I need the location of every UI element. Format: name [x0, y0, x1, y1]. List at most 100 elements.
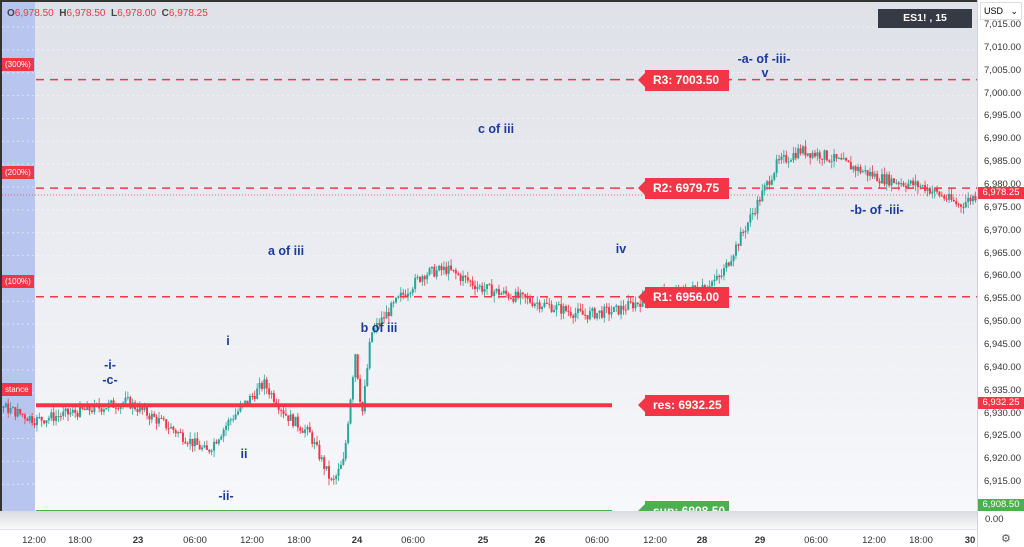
candle-body [313, 441, 316, 444]
wave-label[interactable]: -ii- [218, 489, 234, 503]
candle-body [531, 302, 534, 306]
candle-body [371, 332, 374, 342]
wave-label[interactable]: -a- of -iii- [737, 52, 791, 66]
candle-body [246, 400, 249, 404]
time-tick: 12:00 [240, 535, 264, 546]
candle-body [854, 166, 857, 171]
candle-body [859, 166, 862, 173]
candle-body [263, 379, 266, 389]
level-label[interactable]: sup: 6908.50 [638, 501, 729, 511]
level-label[interactable]: res: 6932.25 [638, 395, 729, 417]
candle-body [414, 277, 417, 290]
currency-select[interactable]: USD ⌄ [980, 2, 1022, 20]
candle-body [47, 418, 50, 421]
candle-body [93, 403, 96, 412]
time-tick: 12:00 [22, 535, 46, 546]
level-label[interactable]: R3: 7003.50 [638, 69, 729, 91]
candle-body [26, 418, 29, 421]
candle-body [588, 310, 591, 320]
candle-body [500, 293, 503, 295]
candle-body [849, 162, 852, 170]
candle-body [375, 322, 378, 328]
candle-body [823, 150, 826, 160]
candle-body [392, 302, 395, 304]
time-axis[interactable]: 12:00 18:00 23 06:00 12:00 18:00 24 06:00 25 26 06… [0, 529, 977, 547]
candle-body [469, 280, 472, 282]
wave-label[interactable]: v [761, 66, 769, 80]
candle-body [366, 368, 369, 386]
candle-body [512, 298, 515, 302]
candle-body [562, 306, 565, 314]
chart-pane[interactable]: O6,978.50 H6,978.50 L6,978.00 C6,978.25 … [0, 0, 977, 511]
candle-body [971, 195, 974, 202]
wave-label[interactable]: b of iii [360, 321, 398, 335]
candle-body [600, 310, 603, 318]
candle-body [260, 382, 263, 389]
candle-body [160, 418, 163, 420]
level-tag: (300%) [2, 57, 34, 71]
candle-body [857, 166, 860, 171]
wave-label[interactable]: iv [615, 242, 627, 256]
price-tick: 7,005.00 [984, 64, 1021, 76]
candle-body [150, 413, 153, 420]
candle-body [816, 152, 819, 157]
candle-body [57, 416, 60, 418]
wave-label[interactable]: ii [240, 447, 248, 461]
candle-body [304, 429, 307, 433]
level-label[interactable]: R2: 6979.75 [638, 178, 729, 200]
candle-body [256, 388, 259, 399]
price-axis[interactable]: 7,015.00 7,010.00 7,005.00 7,000.00 6,995.00… [977, 0, 1024, 547]
candle-body [780, 156, 783, 161]
candle-body [576, 308, 579, 314]
candle-body [59, 416, 62, 418]
candle-body [505, 290, 508, 294]
candle-body [974, 195, 977, 201]
candle-body [806, 153, 809, 156]
candle-body [509, 298, 512, 300]
candle-body [52, 412, 55, 421]
candle-body [19, 409, 22, 414]
settings-icon[interactable]: ⚙ [1001, 533, 1011, 545]
candle-body [713, 279, 716, 282]
wave-label[interactable]: -i- [104, 358, 116, 372]
wave-label[interactable]: a of iii [267, 244, 305, 258]
candle-body [940, 195, 943, 197]
candle-body [952, 199, 955, 202]
candle-body [292, 414, 295, 427]
candle-body [603, 306, 606, 318]
candle-body [213, 441, 216, 451]
candle-body [380, 317, 383, 325]
level-tag: (100%) [2, 274, 34, 288]
symbol-badge[interactable]: ES1! , 15 [878, 9, 972, 28]
candle-body [876, 173, 879, 182]
candle-body [440, 265, 443, 271]
candle-body [9, 408, 12, 413]
candle-body [83, 408, 86, 411]
candle-body [636, 302, 639, 304]
time-tick: 12:00 [643, 535, 667, 546]
time-tick: 12:00 [862, 535, 886, 546]
wave-label[interactable]: c of iii [477, 122, 515, 136]
candle-body [462, 275, 465, 281]
candle-body [447, 265, 450, 274]
candle-body [426, 274, 429, 280]
candle-body [593, 308, 596, 319]
wave-label[interactable]: i [226, 334, 230, 348]
wave-label[interactable]: -b- of -iii- [850, 203, 904, 217]
candle-body [445, 266, 448, 274]
wave-label[interactable]: -c- [102, 373, 118, 387]
candle-body [737, 244, 740, 246]
level-label[interactable]: R1: 6956.00 [638, 286, 729, 308]
candle-body [880, 174, 883, 184]
candle-body [327, 466, 330, 479]
candle-body [897, 182, 900, 185]
candle-body [517, 291, 520, 298]
candle-body [560, 304, 563, 314]
candle-body [761, 190, 764, 202]
candle-body [316, 441, 319, 445]
candle-body [916, 181, 919, 188]
candle-body [871, 171, 874, 177]
candle-body [138, 406, 141, 412]
candle-body [507, 293, 510, 299]
candle-body [280, 409, 283, 411]
